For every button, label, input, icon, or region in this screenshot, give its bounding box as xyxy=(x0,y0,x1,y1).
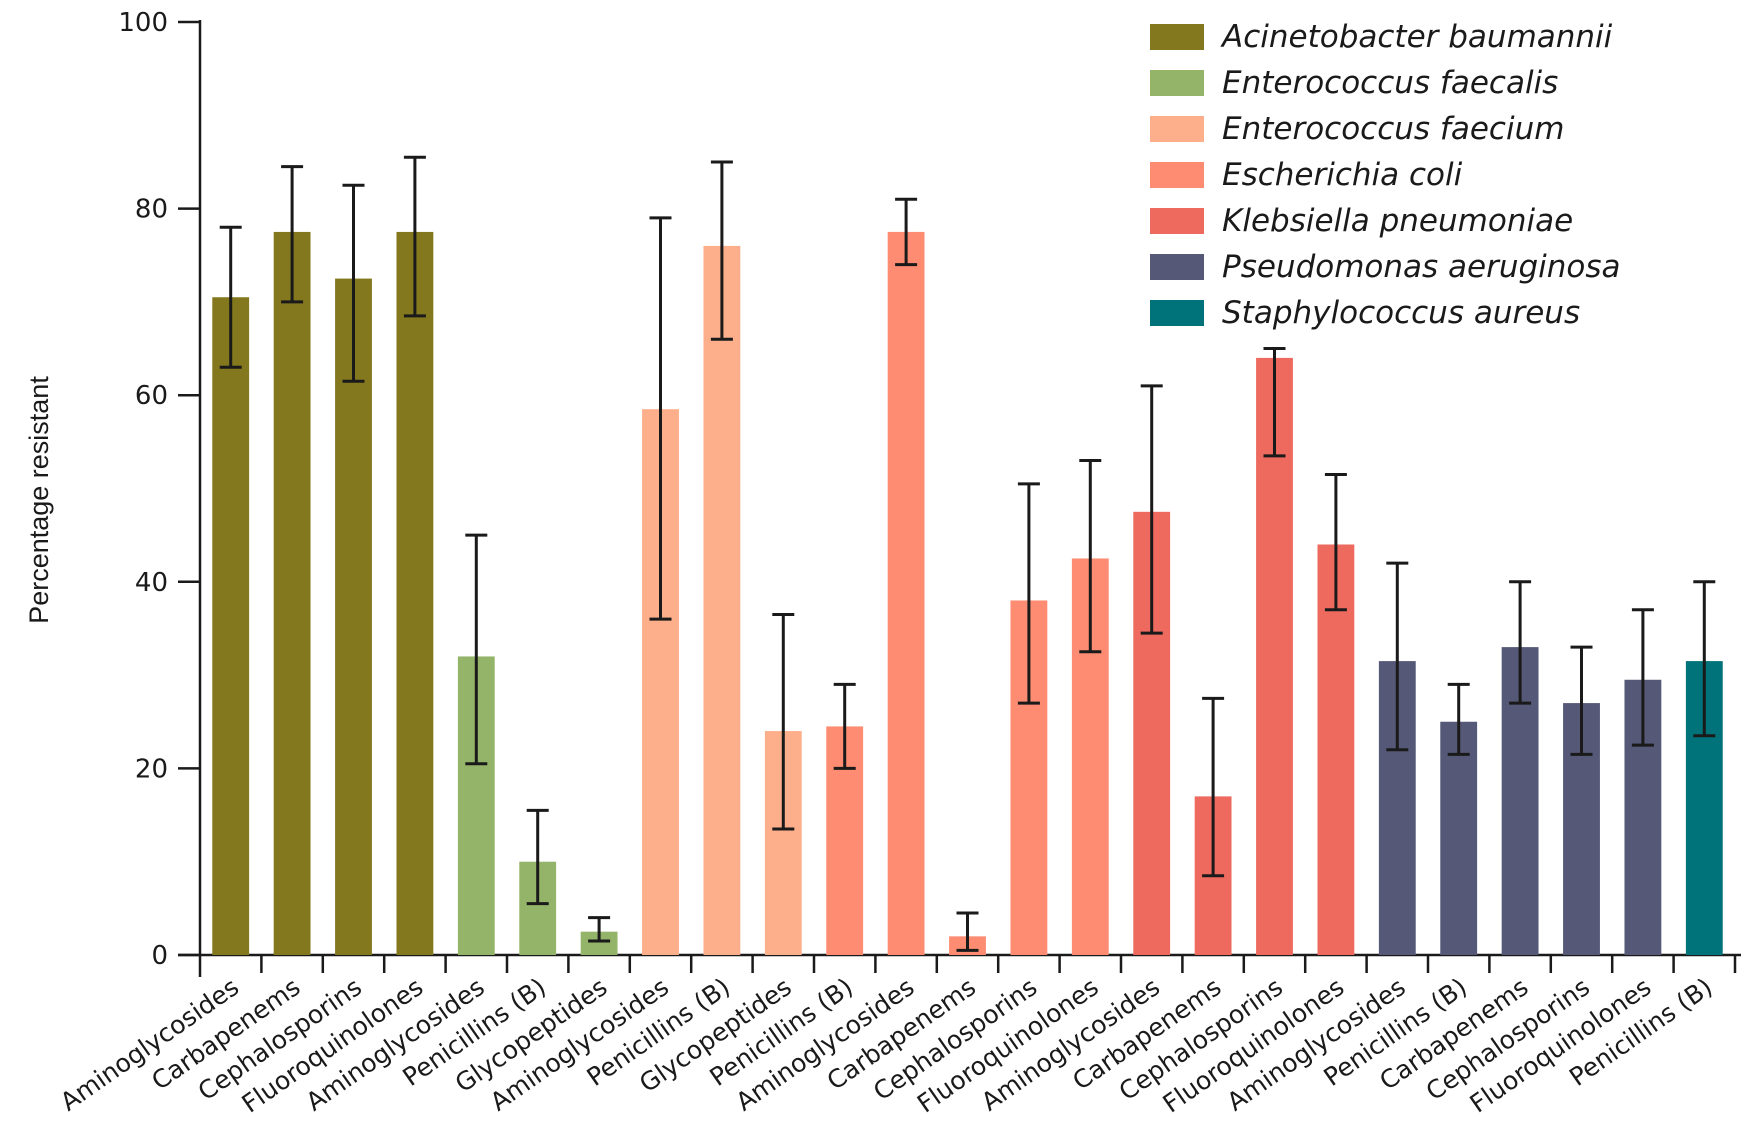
legend-label: Klebsiella pneumoniae xyxy=(1222,203,1573,239)
bars-layer xyxy=(212,231,1723,956)
bar xyxy=(887,231,925,956)
bar xyxy=(1317,544,1355,955)
legend: Acinetobacter baumannii Enterococcus faec… xyxy=(1150,19,1621,331)
bar xyxy=(703,245,741,956)
bar xyxy=(335,278,372,955)
y-tick-label: 80 xyxy=(135,195,168,225)
y-tick-label: 20 xyxy=(135,754,168,784)
legend-swatch xyxy=(1150,162,1204,188)
legend-swatch xyxy=(1150,116,1204,142)
axes-layer: 0 20 40 60 80 100 xyxy=(118,8,1741,977)
legend-label: Enterococcus faecalis xyxy=(1222,65,1558,101)
legend-swatch xyxy=(1150,254,1204,280)
legend-swatch xyxy=(1150,70,1204,96)
y-tick-label: 60 xyxy=(135,381,168,411)
bar xyxy=(273,231,311,956)
bar xyxy=(396,231,434,956)
legend-label: Acinetobacter baumannii xyxy=(1220,19,1613,55)
legend-label: Escherichia coli xyxy=(1222,157,1463,193)
legend-swatch xyxy=(1150,24,1204,50)
error-bars-layer xyxy=(219,155,1716,952)
legend-swatch xyxy=(1150,208,1204,234)
legend-label: Staphylococcus aureus xyxy=(1222,295,1580,331)
y-tick-label: 40 xyxy=(135,568,168,598)
y-tick-label: 0 xyxy=(151,941,168,971)
legend-label: Enterococcus faecium xyxy=(1222,111,1564,147)
y-axis-title: Percentage resistant xyxy=(24,376,54,624)
y-tick-label: 100 xyxy=(118,8,168,38)
bar xyxy=(1256,357,1293,955)
legend-label: Pseudomonas aeruginosa xyxy=(1222,249,1621,285)
x-tick-labels: AminoglycosidesCarbapenemsCephalosporins… xyxy=(55,972,1718,1118)
bar xyxy=(580,931,618,955)
bar xyxy=(212,297,250,955)
bar xyxy=(1440,721,1478,955)
legend-swatch xyxy=(1150,300,1204,326)
y-axis-label: Percentage resistant xyxy=(24,376,54,624)
